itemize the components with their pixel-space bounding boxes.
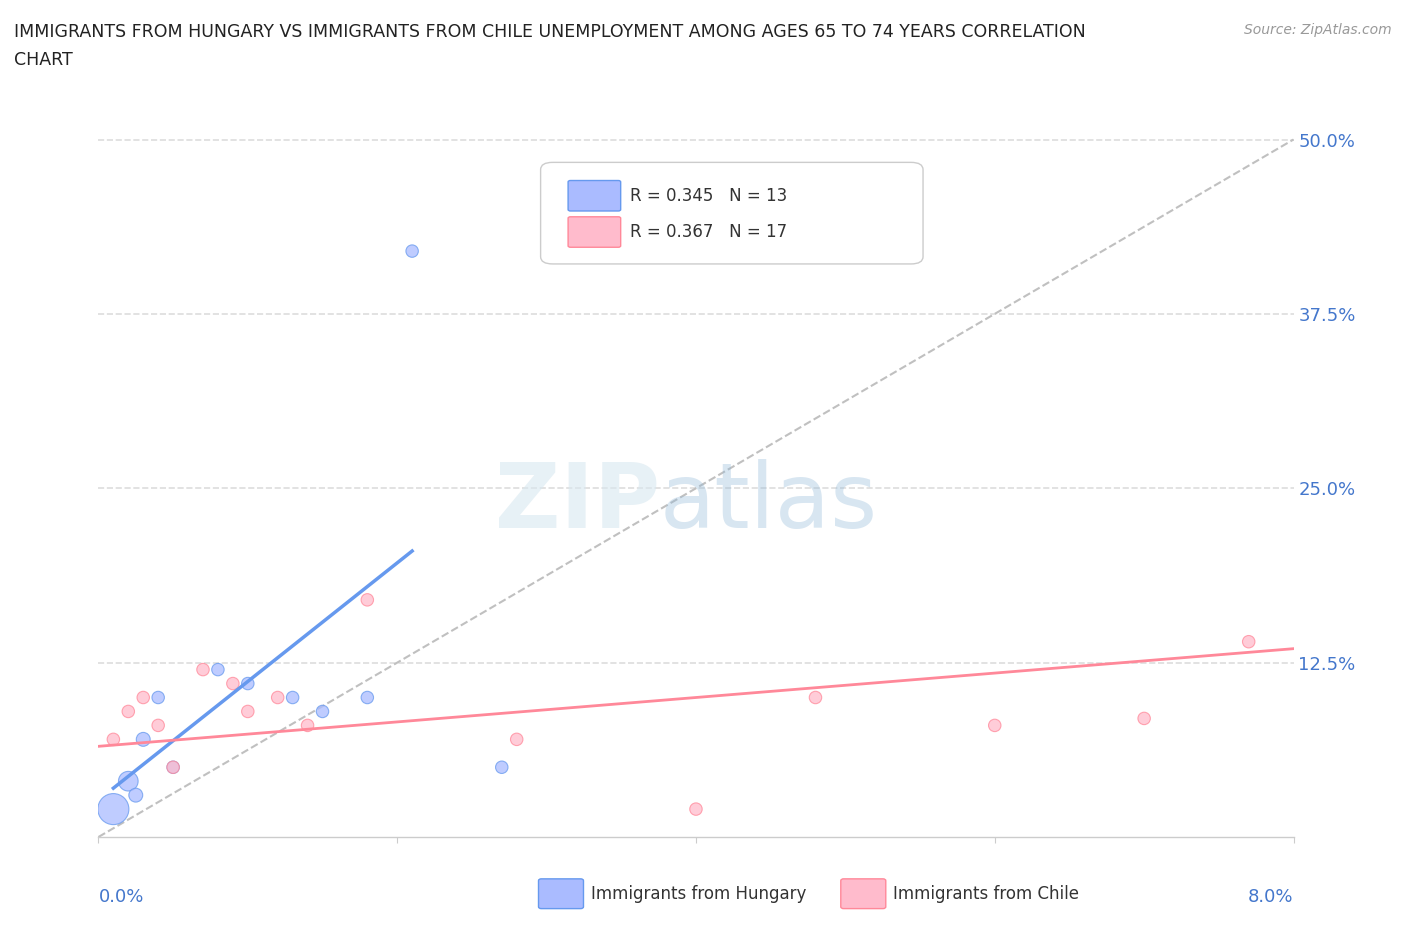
Point bbox=[356, 592, 378, 607]
Point bbox=[401, 244, 423, 259]
Point bbox=[148, 718, 170, 733]
Point bbox=[267, 690, 290, 705]
Text: CHART: CHART bbox=[14, 51, 73, 69]
Text: Immigrants from Chile: Immigrants from Chile bbox=[893, 884, 1078, 903]
Point bbox=[207, 662, 229, 677]
Text: IMMIGRANTS FROM HUNGARY VS IMMIGRANTS FROM CHILE UNEMPLOYMENT AMONG AGES 65 TO 7: IMMIGRANTS FROM HUNGARY VS IMMIGRANTS FR… bbox=[14, 23, 1085, 41]
Point bbox=[1237, 634, 1260, 649]
Text: 0.0%: 0.0% bbox=[98, 888, 143, 906]
Point bbox=[132, 690, 155, 705]
Point bbox=[297, 718, 319, 733]
Point bbox=[117, 774, 139, 789]
FancyBboxPatch shape bbox=[568, 217, 620, 247]
Text: R = 0.367   N = 17: R = 0.367 N = 17 bbox=[630, 223, 787, 241]
Text: atlas: atlas bbox=[661, 459, 879, 548]
Point bbox=[804, 690, 827, 705]
FancyBboxPatch shape bbox=[540, 163, 922, 264]
Point bbox=[685, 802, 707, 817]
Point bbox=[148, 690, 170, 705]
Point bbox=[191, 662, 214, 677]
Point bbox=[222, 676, 245, 691]
Text: Immigrants from Hungary: Immigrants from Hungary bbox=[591, 884, 806, 903]
Point bbox=[311, 704, 333, 719]
Text: 8.0%: 8.0% bbox=[1249, 888, 1294, 906]
Point bbox=[506, 732, 529, 747]
Point bbox=[281, 690, 304, 705]
Text: Source: ZipAtlas.com: Source: ZipAtlas.com bbox=[1244, 23, 1392, 37]
Point bbox=[162, 760, 184, 775]
Point bbox=[132, 732, 155, 747]
Point bbox=[103, 802, 125, 817]
Point bbox=[103, 732, 125, 747]
Point bbox=[125, 788, 148, 803]
Point bbox=[491, 760, 513, 775]
Point bbox=[356, 690, 378, 705]
Point bbox=[983, 718, 1005, 733]
Point bbox=[236, 704, 259, 719]
Point bbox=[162, 760, 184, 775]
Text: R = 0.345   N = 13: R = 0.345 N = 13 bbox=[630, 187, 787, 205]
Point bbox=[1133, 711, 1156, 726]
FancyBboxPatch shape bbox=[568, 180, 620, 211]
Text: ZIP: ZIP bbox=[495, 459, 661, 548]
Point bbox=[117, 704, 139, 719]
Point bbox=[236, 676, 259, 691]
